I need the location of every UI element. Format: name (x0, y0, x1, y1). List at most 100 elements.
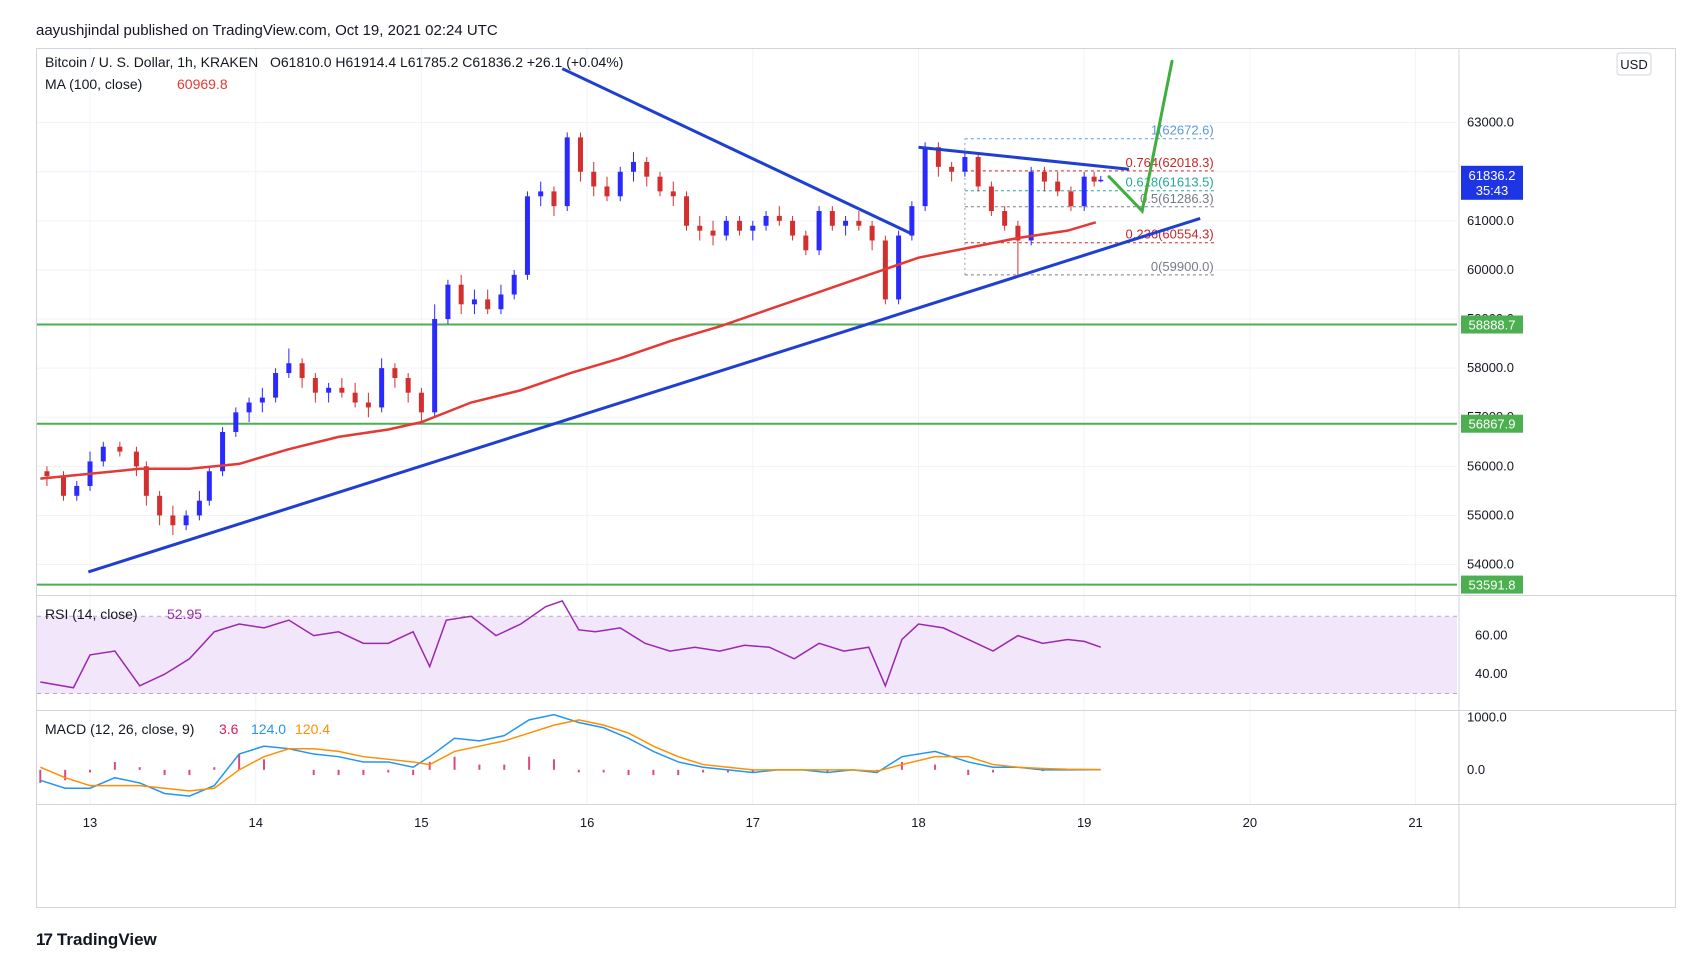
trendline[interactable] (87, 216, 1201, 574)
candle-body (1091, 176, 1097, 182)
macd-axis-tick-label: 0.0 (1467, 762, 1485, 777)
candle-body (286, 363, 292, 374)
rsi-legend-value: 52.95 (167, 606, 202, 622)
candle-body (326, 387, 332, 393)
support-price-tag-label: 58888.7 (1469, 318, 1516, 333)
support-price-tag[interactable]: 58888.7 (1461, 315, 1523, 334)
currency-label: USD (1620, 57, 1647, 72)
ma-100-line[interactable] (40, 221, 1097, 480)
support-price-tag-label: 53591.8 (1469, 578, 1516, 593)
candle-body (869, 225, 875, 241)
candle-body (196, 500, 202, 516)
candle-body (379, 368, 385, 408)
chart-frame: 1(62672.6) 0.764(62018.3) 0.618(61613.5) 0.… (36, 46, 1677, 909)
fib-level-label: 0.236(60554.3) (1126, 227, 1214, 242)
candle-body (1041, 171, 1047, 182)
candle-body (564, 137, 570, 207)
candle-body (74, 485, 80, 496)
time-axis-tick-label: 19 (1077, 815, 1091, 830)
candle-body (117, 446, 123, 452)
macd-line[interactable] (40, 713, 1101, 797)
fib-level-label: 0(59900.0) (1151, 259, 1214, 274)
time-axis-tick-label: 14 (248, 815, 262, 830)
time-axis-tick-label: 18 (911, 815, 925, 830)
candle-body (684, 196, 690, 226)
support-price-tag[interactable]: 53591.8 (1461, 575, 1523, 594)
candle-body (790, 220, 796, 236)
rsi-axis-tick-label: 60.00 (1475, 628, 1508, 643)
ohlc-legend: O61810.0 H61914.4 L61785.2 C61836.2 +26.… (270, 54, 623, 70)
rsi-line[interactable] (40, 599, 1102, 689)
candle-body (816, 211, 822, 251)
candle-body (445, 284, 451, 320)
candle-body (61, 476, 67, 496)
current-price-tag-bg (1461, 165, 1523, 200)
time-axis-tick-label: 20 (1243, 815, 1257, 830)
candle-body (670, 191, 676, 197)
support-price-tag-label: 56867.9 (1469, 417, 1516, 432)
projection-path[interactable] (1107, 59, 1174, 215)
candle-body (133, 451, 139, 467)
candle-body (1068, 191, 1074, 207)
price-axis-tick-label: 55000.0 (1467, 507, 1514, 522)
time-axis-tick-label: 16 (580, 815, 594, 830)
chart-canvas[interactable]: 1(62672.6)0.764(62018.3)0.618(61613.5)0.… (37, 46, 1677, 909)
price-axis-tick-label: 61000.0 (1467, 213, 1514, 228)
candle-body (1055, 181, 1061, 192)
candle-body (312, 377, 318, 393)
price-axis-tick-label: 56000.0 (1467, 458, 1514, 473)
candle-body (975, 157, 981, 187)
macd-signal-line[interactable] (40, 719, 1101, 792)
candle-body (697, 225, 703, 231)
candle-body (206, 471, 212, 501)
candle-body (922, 147, 928, 207)
current-price-tag[interactable]: 61836.235:43 (1461, 165, 1523, 200)
currency-badge[interactable]: USD (1616, 52, 1652, 76)
main-legend: Bitcoin / U. S. Dollar, 1h, KRAKEN (45, 54, 258, 70)
candle-body (157, 495, 163, 516)
price-axis-tick-label: 54000.0 (1467, 557, 1514, 572)
candle-body (591, 171, 597, 187)
candle-body (723, 220, 729, 236)
candle-body (471, 299, 477, 305)
candle-body (1015, 225, 1021, 241)
candle-body (365, 402, 371, 408)
candle-body (524, 196, 530, 275)
tradingview-logo[interactable]: 17 TradingView (36, 930, 157, 950)
candle-body (909, 206, 915, 236)
tradingview-brand: TradingView (56, 930, 157, 949)
candle-body (458, 284, 464, 305)
trendline[interactable] (561, 67, 911, 235)
fib-level-label: 0.5(61286.3) (1140, 191, 1214, 206)
trendline[interactable] (918, 145, 1130, 171)
support-price-tag-bg (1461, 575, 1523, 594)
candle-body (657, 176, 663, 192)
support-price-tag[interactable]: 56867.9 (1461, 414, 1523, 433)
candle-body (170, 515, 176, 526)
publish-header: aayushjindal published on TradingView.co… (36, 22, 498, 39)
rsi-legend-label: RSI (14, close) (45, 606, 138, 622)
candle-body (143, 466, 149, 496)
candle-body (220, 431, 226, 472)
macd-line-value: 124.0 (251, 721, 286, 737)
candle-body (183, 515, 189, 526)
candle-body (988, 186, 994, 212)
candle-body (551, 191, 557, 207)
candle-body (1098, 179, 1104, 182)
macd-axis-tick-label: 1000.0 (1467, 709, 1507, 724)
candle-body (896, 235, 902, 300)
candle-body (485, 299, 491, 310)
tradingview-mark-icon: 17 (36, 930, 53, 949)
candle-body (538, 191, 544, 197)
price-axis-tick-label: 58000.0 (1467, 360, 1514, 375)
candle-body (246, 402, 252, 413)
time-axis-tick-label: 15 (414, 815, 428, 830)
macd-legend-label: MACD (12, 26, close, 9) (45, 721, 194, 737)
candle-body (750, 225, 756, 231)
candle-body (843, 220, 849, 226)
candle-body (100, 446, 106, 462)
ma-legend-value: 60969.8 (177, 76, 228, 92)
candle-body (644, 161, 650, 177)
candle-body (352, 392, 358, 403)
fib-level-label: 0.618(61613.5) (1126, 175, 1214, 190)
